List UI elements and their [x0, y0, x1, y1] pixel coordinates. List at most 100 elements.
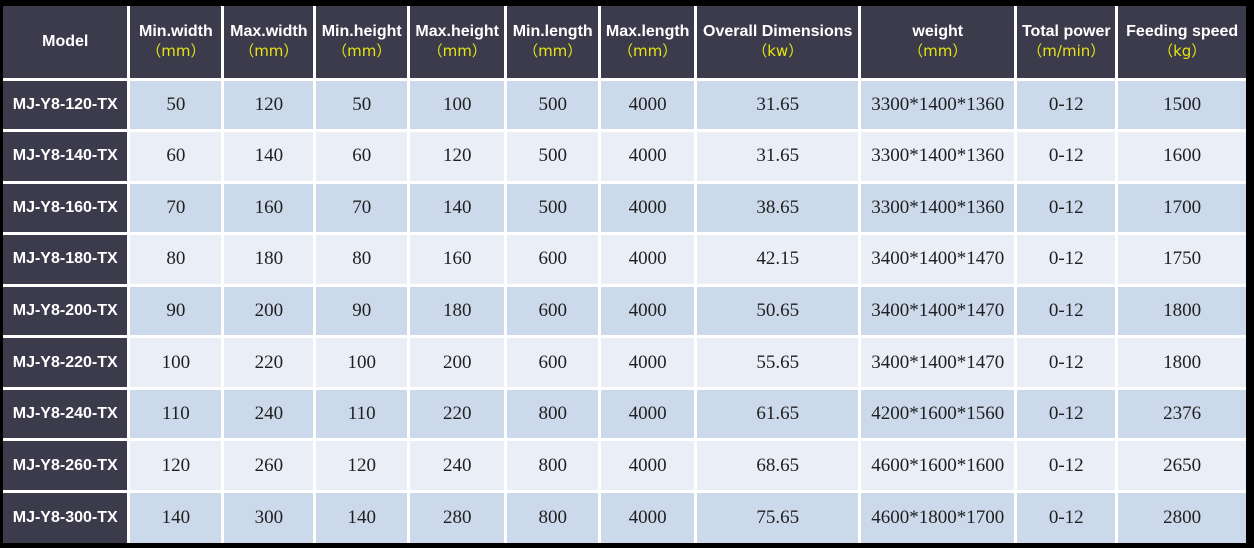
column-label: Model [42, 32, 89, 50]
data-cell: 600 [505, 233, 602, 287]
table-header: Model Min.width （mm） Max.width （mm） Min.heigh… [3, 6, 1246, 81]
data-cell: 0-12 [1015, 182, 1119, 236]
data-cell: 50 [128, 79, 225, 133]
model-cell: MJ-Y8-140-TX [3, 130, 131, 184]
column-unit: （mm） [523, 41, 583, 60]
model-cell: MJ-Y8-300-TX [3, 491, 131, 543]
column-unit: （mm） [239, 41, 299, 60]
data-cell: 140 [222, 130, 317, 184]
table-row: MJ-Y8-140-TX 60 140 60 120 500 4000 31.65 3300*1… [3, 130, 1246, 184]
data-cell: 1800 [1116, 285, 1246, 339]
data-cell: 3400*1400*1470 [859, 233, 1018, 287]
data-cell: 160 [222, 182, 317, 236]
column-unit: （m/min） [1027, 41, 1106, 60]
data-cell: 120 [128, 439, 225, 493]
table-row: MJ-Y8-160-TX 70 160 70 140 500 4000 38.65 3300*1… [3, 182, 1246, 236]
data-cell: 0-12 [1015, 336, 1119, 390]
data-cell: 31.65 [695, 79, 862, 133]
column-header: Max.height （mm） [408, 6, 508, 81]
data-cell: 180 [222, 233, 317, 287]
data-cell: 120 [408, 130, 508, 184]
table-row: MJ-Y8-120-TX 50 120 50 100 500 4000 31.65 3300*1… [3, 79, 1246, 133]
column-unit: （mm） [146, 41, 206, 60]
data-cell: 220 [222, 336, 317, 390]
data-cell: 3300*1400*1360 [859, 79, 1018, 133]
table-row: MJ-Y8-220-TX 100 220 100 200 600 4000 55.65 3400… [3, 336, 1246, 390]
table-body: MJ-Y8-120-TX 50 120 50 100 500 4000 31.65 3300*1… [3, 79, 1246, 543]
data-cell: 4000 [599, 233, 698, 287]
data-cell: 2800 [1116, 491, 1246, 543]
column-label: Min.length [512, 23, 593, 41]
column-unit: （kw） [752, 41, 804, 60]
data-cell: 55.65 [695, 336, 862, 390]
data-cell: 61.65 [695, 388, 862, 442]
column-header: Min.length （mm） [505, 6, 602, 81]
data-cell: 120 [314, 439, 411, 493]
data-cell: 4200*1600*1560 [859, 388, 1018, 442]
column-unit: （mm） [618, 41, 678, 60]
data-cell: 3300*1400*1360 [859, 130, 1018, 184]
column-unit: （kg） [1158, 41, 1207, 60]
data-cell: 3400*1400*1470 [859, 336, 1018, 390]
data-cell: 800 [505, 439, 602, 493]
data-cell: 70 [128, 182, 225, 236]
column-label: Total power [1021, 23, 1111, 41]
data-cell: 90 [314, 285, 411, 339]
model-cell: MJ-Y8-200-TX [3, 285, 131, 339]
data-cell: 220 [408, 388, 508, 442]
data-cell: 50 [314, 79, 411, 133]
column-unit: （mm） [908, 41, 968, 60]
data-cell: 500 [505, 130, 602, 184]
data-cell: 38.65 [695, 182, 862, 236]
header-row: Model Min.width （mm） Max.width （mm） Min.heigh… [3, 6, 1246, 81]
data-cell: 100 [314, 336, 411, 390]
data-cell: 240 [222, 388, 317, 442]
data-cell: 110 [314, 388, 411, 442]
column-unit: （mm） [427, 41, 487, 60]
data-cell: 0-12 [1015, 439, 1119, 493]
data-cell: 4000 [599, 491, 698, 543]
column-header: Feeding speed （kg） [1116, 6, 1246, 81]
data-cell: 200 [408, 336, 508, 390]
data-cell: 4000 [599, 336, 698, 390]
data-cell: 110 [128, 388, 225, 442]
data-cell: 0-12 [1015, 388, 1119, 442]
data-cell: 260 [222, 439, 317, 493]
data-cell: 500 [505, 182, 602, 236]
column-label: Max.height [415, 23, 499, 41]
data-cell: 75.65 [695, 491, 862, 543]
table-row: MJ-Y8-300-TX 140 300 140 280 800 4000 75.65 4600… [3, 491, 1246, 543]
data-cell: 100 [128, 336, 225, 390]
table-row: MJ-Y8-240-TX 110 240 110 220 800 4000 61.65 4200… [3, 388, 1246, 442]
column-header: Min.height （mm） [314, 6, 411, 81]
data-cell: 100 [408, 79, 508, 133]
column-header: Overall Dimensions （kw） [695, 6, 862, 81]
table-row: MJ-Y8-180-TX 80 180 80 160 600 4000 42.15 3400*1… [3, 233, 1246, 287]
data-cell: 3300*1400*1360 [859, 182, 1018, 236]
data-cell: 800 [505, 388, 602, 442]
data-cell: 0-12 [1015, 130, 1119, 184]
data-cell: 4000 [599, 285, 698, 339]
data-cell: 1800 [1116, 336, 1246, 390]
column-label: Feeding speed [1126, 23, 1239, 41]
data-cell: 4600*1800*1700 [859, 491, 1018, 543]
data-cell: 240 [408, 439, 508, 493]
data-cell: 600 [505, 285, 602, 339]
data-cell: 160 [408, 233, 508, 287]
data-cell: 0-12 [1015, 285, 1119, 339]
data-cell: 180 [408, 285, 508, 339]
column-label: Max.length [605, 23, 690, 41]
data-cell: 1600 [1116, 130, 1246, 184]
data-cell: 2650 [1116, 439, 1246, 493]
data-cell: 0-12 [1015, 491, 1119, 543]
data-cell: 42.15 [695, 233, 862, 287]
data-cell: 3400*1400*1470 [859, 285, 1018, 339]
data-cell: 600 [505, 336, 602, 390]
model-cell: MJ-Y8-180-TX [3, 233, 131, 287]
column-header: Total power （m/min） [1015, 6, 1119, 81]
specification-table: Model Min.width （mm） Max.width （mm） Min.heigh… [3, 6, 1246, 543]
model-cell: MJ-Y8-120-TX [3, 79, 131, 133]
data-cell: 4600*1600*1600 [859, 439, 1018, 493]
column-label: weight [912, 23, 964, 41]
data-cell: 31.65 [695, 130, 862, 184]
